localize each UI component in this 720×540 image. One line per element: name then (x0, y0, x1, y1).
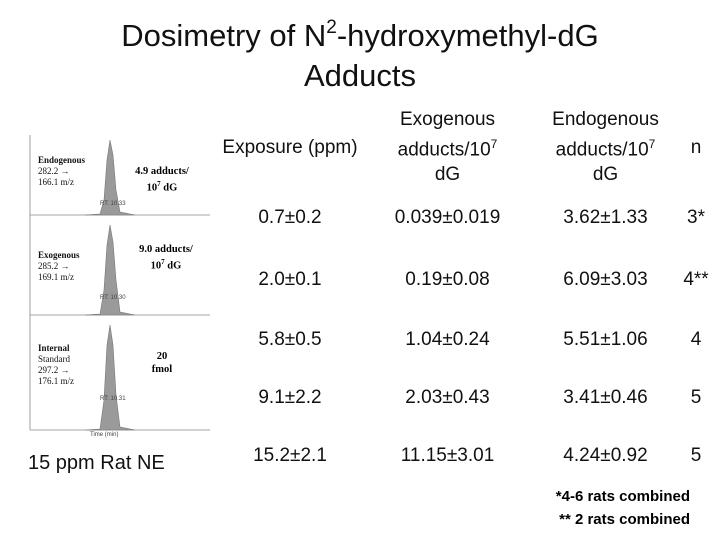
table-cell: 0.7±0.2 (258, 207, 322, 228)
amount-exp: 7 (161, 258, 165, 266)
table-cell: 2.03±0.43 (405, 387, 490, 408)
footnote: *4-6 rats combined (555, 488, 690, 505)
table-cell: 5 (690, 445, 702, 466)
title-text: Dosimetry of N (121, 18, 327, 53)
table-cell: 0.19±0.08 (405, 269, 490, 290)
table-cell: 4** (683, 269, 709, 290)
amount-line: 4.9 adducts/ (135, 166, 189, 177)
retention-time: RT: 10.33 (100, 201, 126, 207)
header-cell: Exogenous adducts/107 dG (370, 100, 525, 195)
header-text: Endogenous adducts/107 dG (528, 108, 683, 186)
table-cell: 0.039±0.019 (394, 207, 501, 228)
label-line: 166.1 m/z (38, 177, 74, 187)
retention-time: RT: 10.30 (100, 295, 126, 301)
table-cell: 2.0±0.1 (258, 269, 322, 290)
table-cell: 3.62±1.33 (563, 207, 648, 228)
header-cell: Exposure (ppm) (215, 100, 365, 195)
label-line: Exogenous (38, 250, 80, 260)
table-cell: 11.15±3.01 (400, 445, 495, 466)
table-cell: 9.1±2.2 (258, 387, 322, 408)
label-line: 169.1 m/z (38, 272, 74, 282)
header-main: Endogenous adducts/10 (552, 109, 659, 161)
panel-label: Exogenous 285.2 → 169.1 m/z (38, 250, 80, 283)
label-line: Standard (38, 354, 70, 364)
header-main: Exogenous adducts/10 (397, 109, 496, 161)
amount-unit: dG (160, 182, 178, 194)
label-line: 176.1 m/z (38, 376, 74, 386)
table-cell: 4 (690, 329, 702, 350)
x-axis-label: Time (min) (90, 432, 119, 438)
amount-line: fmol (122, 363, 202, 376)
table-cell: 5.51±1.06 (563, 329, 648, 350)
table-cell: 4.24±0.92 (563, 445, 648, 466)
table-cell: 15.2±2.1 (253, 445, 327, 466)
amount-line: 107 dG (126, 256, 206, 273)
adduct-amount: 4.9 adducts/107 dG (122, 165, 202, 195)
header-sup: 7 (648, 137, 656, 152)
amount-line: 107 dG (122, 178, 202, 195)
adduct-amount: 9.0 adducts/107 dG (126, 243, 206, 273)
header-sup: 7 (490, 137, 498, 152)
chromatograms (29, 135, 210, 431)
label-line: 297.2 → (38, 365, 70, 375)
header-main: n (690, 136, 702, 158)
amount-base: fmol (151, 364, 173, 375)
amount-line: 9.0 adducts/ (139, 244, 193, 255)
header-main: Exposure (ppm) (222, 136, 358, 158)
table-cell: 5.8±0.5 (258, 329, 322, 350)
amount-unit: dG (164, 260, 182, 272)
title-line: Adducts (303, 58, 416, 93)
label-line: 282.2 → (38, 166, 70, 176)
panel-label: Internal Standard 297.2 → 176.1 m/z (38, 343, 74, 387)
header-text: Exogenous adducts/107 dG (370, 108, 525, 186)
header-cell: Endogenous adducts/107 dG (528, 100, 683, 195)
label-line: Endogenous (38, 155, 86, 165)
retention-time: RT: 10.31 (100, 396, 126, 402)
table-cell: 5 (690, 387, 702, 408)
header-tail: dG (592, 163, 619, 185)
amount-base: 10 (150, 260, 162, 272)
amount-exp: 7 (157, 180, 161, 188)
header-text: n (691, 136, 702, 160)
header-tail: dG (434, 163, 461, 185)
header-cell: n (675, 100, 717, 195)
title: Dosimetry of N2-hydroxymethyl-dG Adducts (0, 8, 720, 96)
table-cell: 3.41±0.46 (563, 387, 648, 408)
table-cell: 6.09±3.03 (563, 269, 648, 290)
label-line: Internal (38, 343, 70, 353)
panel-label: Endogenous 282.2 → 166.1 m/z (38, 155, 85, 188)
footnote: ** 2 rats combined (559, 511, 690, 528)
header-text: Exposure (ppm) (222, 136, 357, 160)
amount-line: 20 (156, 351, 168, 362)
table-cell: 1.04±0.24 (405, 329, 490, 350)
amount-base: 10 (146, 182, 158, 194)
adduct-amount: 20 fmol (122, 350, 202, 376)
caption: 15 ppm Rat NE (28, 452, 165, 474)
title-sup: 2 (326, 17, 337, 38)
label-line: 285.2 → (38, 261, 70, 271)
title-text: -hydroxymethyl-dG (336, 18, 599, 53)
table-cell: 3* (687, 207, 705, 228)
title-line: Dosimetry of N2-hydroxymethyl-dG (0, 8, 720, 56)
